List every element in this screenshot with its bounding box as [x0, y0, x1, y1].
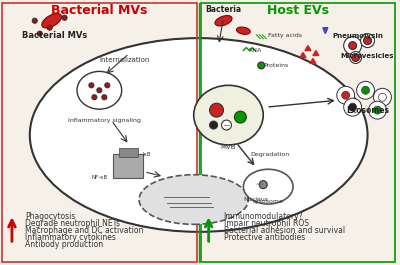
- FancyBboxPatch shape: [119, 148, 138, 157]
- Ellipse shape: [243, 169, 293, 204]
- Text: Protective antibodies: Protective antibodies: [224, 233, 305, 242]
- Text: NF-κB: NF-κB: [91, 175, 107, 180]
- Circle shape: [352, 54, 360, 61]
- Circle shape: [89, 83, 94, 88]
- Text: Proteins: Proteins: [263, 63, 288, 68]
- Text: Bacterial adhesion and survival: Bacterial adhesion and survival: [224, 226, 345, 235]
- Text: Bacteria: Bacteria: [206, 5, 242, 14]
- Text: RNA: RNA: [248, 48, 262, 53]
- Text: Phagocytosis: Phagocytosis: [25, 212, 75, 221]
- Text: Impair neutrophil ROS: Impair neutrophil ROS: [224, 219, 308, 228]
- Circle shape: [32, 18, 37, 23]
- Circle shape: [362, 86, 370, 94]
- Circle shape: [357, 81, 374, 99]
- Ellipse shape: [194, 85, 263, 145]
- Circle shape: [102, 95, 107, 100]
- Text: Microvesicles: Microvesicles: [341, 52, 394, 59]
- Circle shape: [258, 62, 265, 69]
- Polygon shape: [323, 28, 328, 34]
- Text: Lysosome: Lysosome: [253, 199, 284, 204]
- Circle shape: [62, 15, 67, 20]
- Polygon shape: [310, 59, 316, 63]
- Circle shape: [47, 25, 52, 30]
- Text: Fatty acids: Fatty acids: [268, 33, 302, 38]
- Text: Pneumolysin: Pneumolysin: [333, 33, 384, 39]
- Ellipse shape: [30, 38, 368, 232]
- Circle shape: [337, 86, 355, 104]
- FancyBboxPatch shape: [113, 154, 143, 178]
- Circle shape: [364, 37, 372, 45]
- Circle shape: [105, 83, 110, 88]
- Ellipse shape: [42, 14, 62, 28]
- Text: Bacterial MVs: Bacterial MVs: [51, 4, 148, 17]
- Circle shape: [92, 95, 97, 100]
- Polygon shape: [300, 52, 306, 58]
- Text: Inflammatory signaling: Inflammatory signaling: [68, 118, 141, 123]
- Text: Inflammatory cytokines: Inflammatory cytokines: [25, 233, 116, 242]
- Text: Degradation: Degradation: [250, 152, 290, 157]
- Circle shape: [350, 51, 362, 63]
- Ellipse shape: [77, 71, 122, 109]
- Text: Internalization: Internalization: [99, 58, 149, 64]
- Text: Immunomodulatory?: Immunomodulatory?: [224, 212, 303, 221]
- Circle shape: [349, 103, 357, 111]
- Circle shape: [222, 120, 232, 130]
- Text: Nucleus: Nucleus: [243, 197, 268, 202]
- Circle shape: [344, 98, 362, 116]
- Text: Bacterial MVs: Bacterial MVs: [22, 31, 87, 40]
- Text: IκB: IκB: [142, 152, 150, 157]
- Ellipse shape: [215, 16, 232, 26]
- Circle shape: [342, 91, 350, 99]
- Circle shape: [344, 37, 362, 55]
- Text: ∼∼: ∼∼: [256, 182, 265, 187]
- Text: Macrophage and DC activation: Macrophage and DC activation: [25, 226, 143, 235]
- Circle shape: [360, 34, 374, 47]
- Circle shape: [234, 111, 246, 123]
- Circle shape: [37, 31, 42, 36]
- Circle shape: [97, 88, 102, 93]
- Circle shape: [210, 121, 218, 129]
- Circle shape: [374, 88, 391, 106]
- Text: MVB: MVB: [221, 144, 236, 150]
- Circle shape: [378, 93, 386, 101]
- Text: Degrade neutrophil NETs: Degrade neutrophil NETs: [25, 219, 120, 228]
- Circle shape: [374, 106, 382, 114]
- Circle shape: [259, 181, 267, 189]
- Text: Antibody production: Antibody production: [25, 240, 103, 249]
- Circle shape: [368, 101, 386, 119]
- Ellipse shape: [236, 27, 250, 34]
- Polygon shape: [313, 51, 319, 55]
- Ellipse shape: [139, 175, 248, 224]
- Circle shape: [349, 42, 357, 50]
- Circle shape: [210, 103, 224, 117]
- Polygon shape: [305, 46, 311, 51]
- Text: Host EVs: Host EVs: [267, 4, 329, 17]
- Text: Exosomes: Exosomes: [346, 106, 389, 115]
